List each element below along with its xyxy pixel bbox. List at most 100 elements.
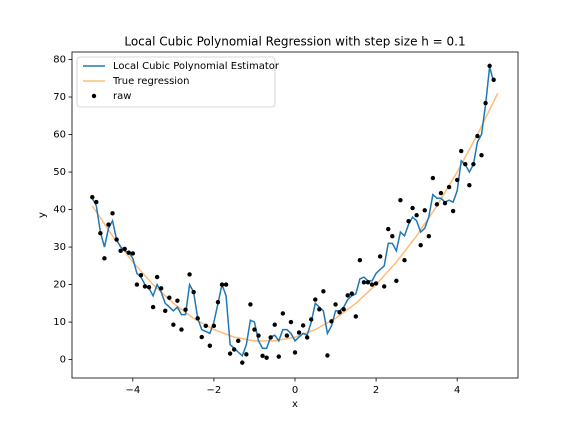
scatter-point bbox=[191, 289, 196, 295]
scatter-point bbox=[410, 205, 415, 211]
scatter-point bbox=[357, 258, 363, 263]
scatter-point bbox=[467, 182, 472, 188]
scatter-point bbox=[479, 152, 484, 158]
legend-label: True regression bbox=[112, 76, 190, 87]
scatter-point bbox=[394, 278, 399, 284]
y-axis-label: y bbox=[37, 212, 48, 218]
scatter-point bbox=[442, 200, 448, 206]
scatter-point bbox=[406, 218, 411, 224]
scatter-point bbox=[430, 175, 436, 181]
scatter-point bbox=[102, 256, 107, 261]
legend-label: Local Cubic Polynomial Estimator bbox=[113, 61, 280, 72]
scatter-point bbox=[126, 250, 131, 255]
scatter-point bbox=[446, 184, 452, 190]
scatter-point bbox=[471, 161, 476, 167]
x-tick-label: 4 bbox=[454, 385, 460, 396]
scatter-point bbox=[296, 330, 302, 335]
y-tick-label: 80 bbox=[53, 55, 66, 66]
scatter-point bbox=[304, 335, 310, 340]
scatter-point bbox=[215, 300, 221, 305]
x-tick-label: 2 bbox=[373, 385, 379, 396]
scatter-point bbox=[167, 295, 172, 300]
y-tick-label: 20 bbox=[53, 280, 66, 291]
scatter-point bbox=[434, 202, 440, 207]
scatter-point bbox=[272, 322, 277, 327]
y-tick-label: 50 bbox=[53, 167, 66, 178]
scatter-point bbox=[260, 353, 265, 359]
scatter-point bbox=[268, 335, 273, 340]
x-tick-label: 0 bbox=[292, 385, 298, 396]
scatter-point bbox=[353, 314, 359, 319]
scatter-point bbox=[183, 307, 188, 312]
scatter-point bbox=[150, 304, 156, 310]
scatter-point bbox=[223, 282, 229, 287]
scatter-point bbox=[138, 273, 144, 278]
scatter-point bbox=[264, 355, 269, 360]
x-tick-label: −2 bbox=[207, 385, 222, 396]
scatter-point bbox=[252, 327, 257, 332]
scatter-point bbox=[341, 307, 346, 312]
scatter-point bbox=[256, 333, 261, 338]
scatter-point bbox=[146, 285, 152, 290]
scatter-point bbox=[199, 334, 204, 340]
y-tick-label: 60 bbox=[53, 130, 66, 141]
y-tick-label: 0 bbox=[60, 355, 66, 366]
scatter-point bbox=[309, 317, 314, 322]
scatter-point bbox=[94, 199, 99, 205]
scatter-point bbox=[459, 148, 464, 154]
scatter-point bbox=[175, 298, 180, 303]
scatter-point bbox=[325, 353, 330, 358]
scatter-point bbox=[333, 302, 338, 307]
y-tick-label: 10 bbox=[53, 317, 66, 328]
scatter-point bbox=[386, 226, 391, 232]
scatter-point bbox=[398, 197, 403, 203]
scatter-point bbox=[317, 307, 322, 312]
legend-label: raw bbox=[113, 91, 131, 102]
scatter-point bbox=[236, 338, 241, 344]
scatter-point bbox=[244, 352, 249, 357]
scatter-point bbox=[422, 208, 427, 213]
scatter-point bbox=[195, 316, 200, 321]
scatter-point bbox=[418, 242, 423, 248]
scatter-point bbox=[454, 177, 460, 183]
scatter-point bbox=[110, 211, 115, 216]
scatter-point bbox=[142, 284, 148, 289]
scatter-point bbox=[402, 258, 407, 263]
scatter-point bbox=[187, 272, 192, 277]
scatter-point bbox=[491, 77, 496, 82]
scatter-point bbox=[329, 319, 334, 324]
scatter-point bbox=[248, 302, 253, 307]
scatter-point bbox=[98, 230, 103, 236]
scatter-point bbox=[114, 237, 119, 242]
scatter-point bbox=[438, 190, 444, 196]
scatter-point bbox=[475, 133, 480, 139]
scatter-point bbox=[292, 350, 298, 355]
scatter-point bbox=[463, 161, 468, 167]
scatter-point bbox=[240, 360, 245, 365]
scatter-point bbox=[203, 323, 208, 329]
scatter-point bbox=[284, 333, 290, 338]
scatter-point bbox=[122, 246, 127, 252]
scatter-point bbox=[313, 297, 318, 302]
scatter-point bbox=[276, 354, 281, 359]
scatter-point bbox=[90, 194, 95, 200]
y-tick-label: 70 bbox=[53, 92, 66, 103]
scatter-point bbox=[382, 284, 387, 289]
scatter-point bbox=[426, 233, 431, 239]
scatter-point bbox=[321, 289, 326, 294]
scatter-point bbox=[450, 208, 456, 214]
legend-marker bbox=[91, 93, 97, 99]
plot-area bbox=[90, 63, 499, 365]
scatter-point bbox=[118, 248, 123, 254]
axes-frame bbox=[71, 51, 519, 379]
scatter-point bbox=[349, 291, 354, 296]
scatter-point bbox=[211, 323, 217, 329]
chart-title: Local Cubic Polynomial Regression with s… bbox=[124, 35, 465, 49]
scatter-point bbox=[134, 282, 140, 287]
scatter-point bbox=[377, 254, 383, 259]
scatter-point bbox=[414, 212, 419, 218]
scatter-point bbox=[345, 293, 350, 298]
scatter-point bbox=[390, 233, 395, 239]
legend-box bbox=[76, 56, 276, 108]
scatter-point bbox=[288, 319, 294, 325]
